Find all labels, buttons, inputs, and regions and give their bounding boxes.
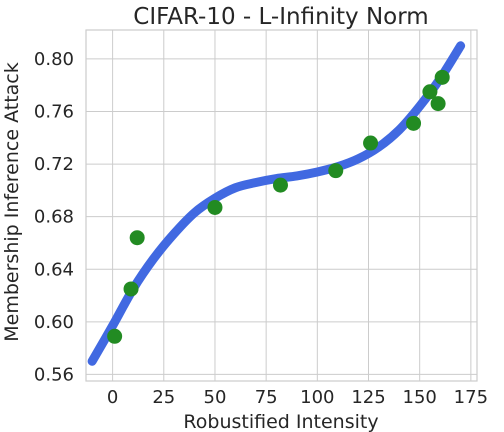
y-tick-label: 0.76 xyxy=(34,102,74,123)
data-point xyxy=(363,135,379,151)
data-point xyxy=(272,177,288,193)
x-tick-label: 100 xyxy=(300,387,334,408)
fit-curve-line xyxy=(87,41,466,366)
data-point xyxy=(406,115,422,131)
fit-curve-layer xyxy=(87,41,466,366)
data-point xyxy=(123,281,139,297)
x-tick-label: 0 xyxy=(107,387,118,408)
y-tick-label: 0.60 xyxy=(34,312,74,333)
data-point xyxy=(207,199,223,215)
x-tick-label: 50 xyxy=(204,387,227,408)
y-tick-label: 0.72 xyxy=(34,154,74,175)
y-axis-label: Membership Inference Attack xyxy=(1,62,23,341)
x-axis-label: Robustified Intensity xyxy=(183,411,378,432)
y-tick-labels: 0.56 0.60 0.64 0.68 0.72 0.76 0.80 xyxy=(34,49,74,386)
x-tick-labels: 0 25 50 75 100 125 150 175 xyxy=(107,387,488,408)
x-tick-label: 150 xyxy=(403,387,437,408)
y-tick-label: 0.64 xyxy=(34,259,74,280)
y-tick-label: 0.68 xyxy=(34,207,74,228)
y-tick-label: 0.56 xyxy=(34,364,74,385)
y-tick-label: 0.80 xyxy=(34,49,74,70)
data-point xyxy=(430,96,446,112)
data-point xyxy=(328,163,344,179)
data-points-layer xyxy=(107,69,450,344)
data-point xyxy=(434,69,450,85)
plot-frame xyxy=(85,29,478,382)
grid-lines xyxy=(86,30,477,381)
chart-title: CIFAR-10 - L-Infinity Norm xyxy=(133,4,428,30)
x-tick-label: 175 xyxy=(454,387,488,408)
x-tick-label: 125 xyxy=(351,387,385,408)
x-tick-label: 25 xyxy=(152,387,175,408)
x-tick-label: 75 xyxy=(255,387,278,408)
data-point xyxy=(422,84,438,100)
data-point xyxy=(107,328,123,344)
data-point xyxy=(129,230,145,246)
